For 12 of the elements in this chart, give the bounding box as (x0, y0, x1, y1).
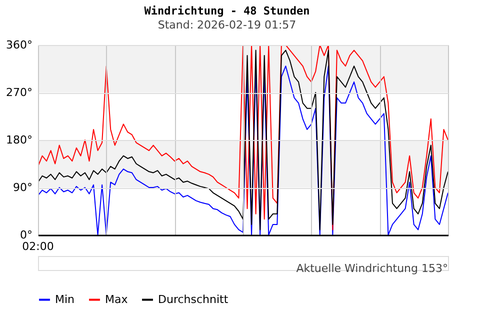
chart-subtitle: Stand: 2026-02-19 01:57 (158, 18, 296, 32)
legend-label: Min (55, 292, 75, 306)
y-tick-label: 180° (6, 134, 32, 146)
text: Aktuelle Windrichtung 153° (296, 262, 448, 275)
y-tick-label: 270° (6, 86, 32, 99)
chart-title: Windrichtung - 48 Stunden (144, 4, 310, 18)
legend-label: Durchschnitt (158, 292, 229, 306)
legend-label: Max (105, 292, 128, 306)
y-tick-label: 360° (6, 38, 32, 52)
y-tick-label: 0° (20, 228, 32, 242)
y-tick-label: 90° (13, 181, 32, 194)
text: 02:00 (22, 240, 54, 253)
